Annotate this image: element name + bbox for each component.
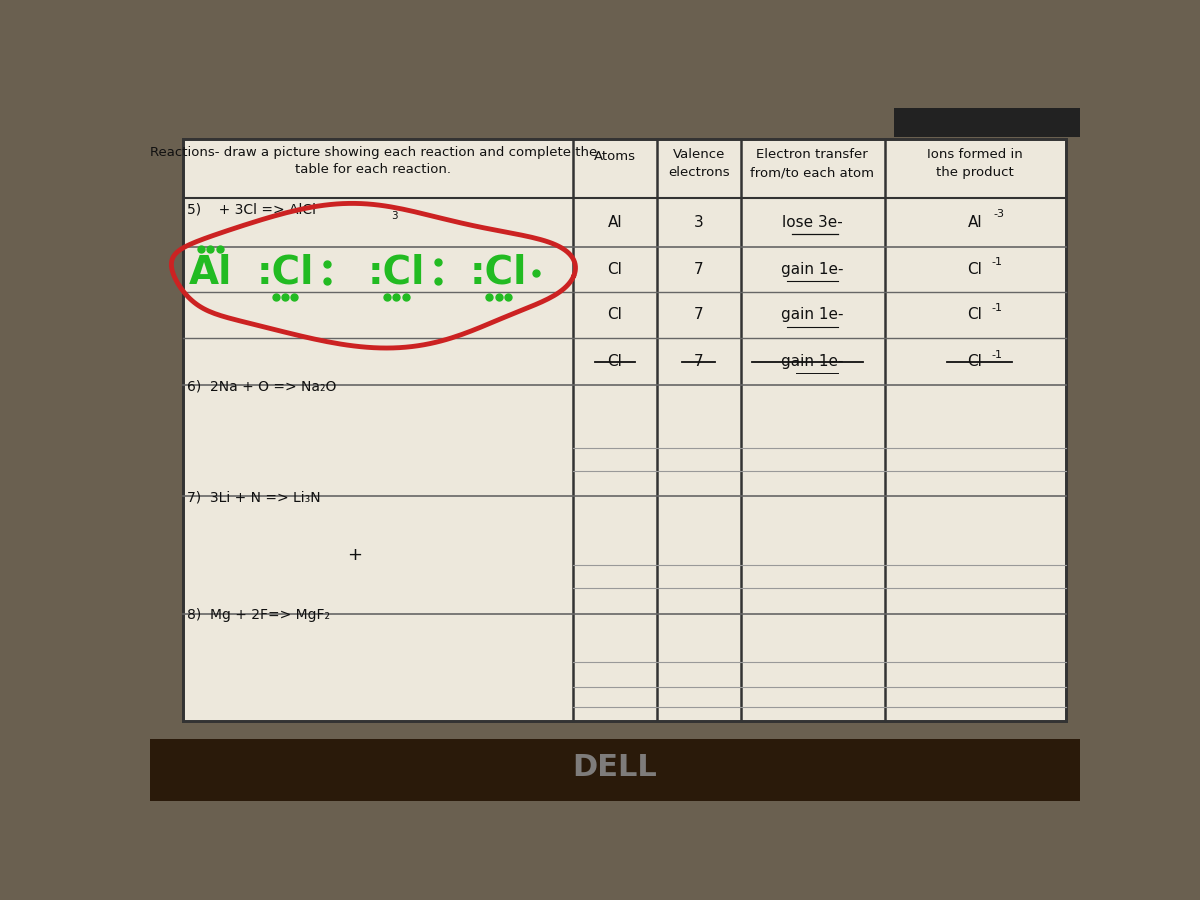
Text: lose 3e-: lose 3e- (781, 215, 842, 230)
Text: Cl: Cl (607, 308, 623, 322)
Text: Cl: Cl (967, 262, 983, 276)
Text: Atoms: Atoms (594, 149, 636, 163)
Text: Al: Al (188, 254, 232, 292)
Text: electrons: electrons (668, 166, 730, 179)
Text: Reactions- draw a picture showing each reaction and complete the: Reactions- draw a picture showing each r… (150, 146, 596, 159)
Text: :Cl: :Cl (470, 254, 528, 292)
Text: :Cl: :Cl (367, 254, 425, 292)
Text: the product: the product (936, 166, 1014, 179)
Text: from/to each atom: from/to each atom (750, 166, 874, 179)
Text: -1: -1 (991, 303, 1003, 313)
FancyBboxPatch shape (894, 108, 1080, 137)
Text: gain 1e-: gain 1e- (781, 308, 844, 322)
Text: +: + (347, 546, 362, 564)
Text: 6)  2Na + O => Na₂O: 6) 2Na + O => Na₂O (187, 380, 336, 393)
Text: 7: 7 (694, 262, 703, 276)
Text: 7: 7 (694, 354, 703, 369)
Text: 3: 3 (694, 215, 703, 230)
Text: gain 1e-: gain 1e- (781, 354, 844, 369)
Text: Cl: Cl (607, 354, 623, 369)
Text: Cl: Cl (967, 354, 983, 369)
Text: 7)  3Li + N => Li₃N: 7) 3Li + N => Li₃N (187, 491, 320, 505)
Text: -1: -1 (991, 257, 1003, 267)
Text: Al: Al (607, 215, 623, 230)
Text: -1: -1 (991, 350, 1003, 360)
Text: Cl: Cl (607, 262, 623, 276)
FancyBboxPatch shape (150, 739, 1080, 801)
Text: :Cl: :Cl (256, 254, 313, 292)
Text: gain 1e-: gain 1e- (781, 262, 844, 276)
Text: table for each reaction.: table for each reaction. (295, 164, 451, 176)
Text: DELL: DELL (572, 753, 658, 782)
Text: Al: Al (967, 215, 983, 230)
Text: 8)  Mg + 2F=> MgF₂: 8) Mg + 2F=> MgF₂ (187, 608, 330, 622)
Text: -3: -3 (994, 209, 1004, 219)
FancyBboxPatch shape (182, 140, 1066, 721)
Text: Cl: Cl (967, 308, 983, 322)
Text: 7: 7 (694, 308, 703, 322)
Text: 3: 3 (391, 211, 398, 220)
Text: Electron transfer: Electron transfer (756, 148, 868, 161)
Text: 5)    + 3Cl => AlCl: 5) + 3Cl => AlCl (187, 202, 317, 217)
Text: Ions formed in: Ions formed in (928, 148, 1022, 161)
Text: Valence: Valence (672, 148, 725, 161)
